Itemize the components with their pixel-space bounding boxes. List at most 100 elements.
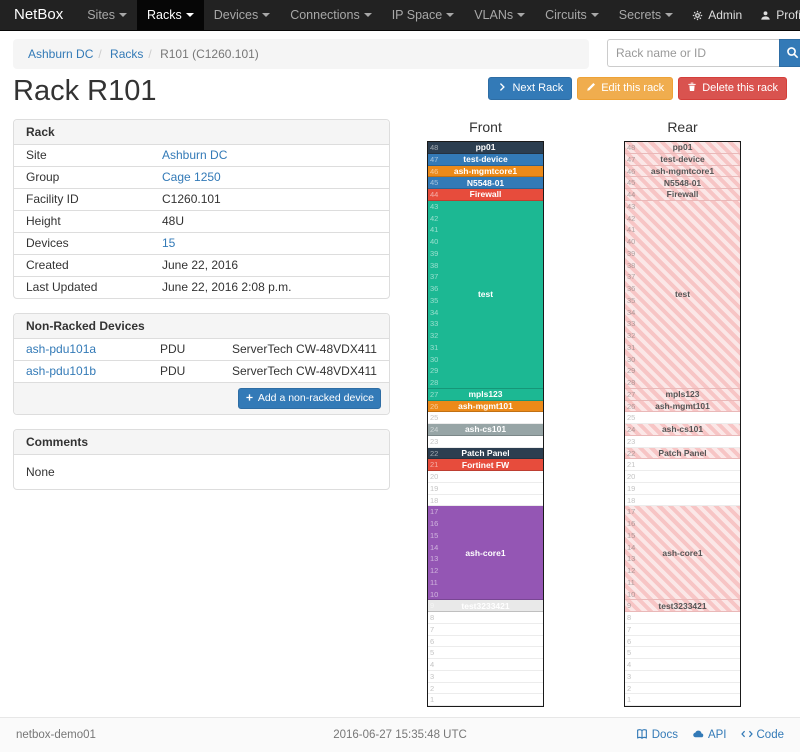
- rack-unit-row: 23: [625, 436, 740, 448]
- unit-number: 27: [627, 389, 636, 399]
- unit-number: 4: [430, 660, 435, 669]
- device-block-patch-panel[interactable]: Patch Panel: [625, 447, 740, 460]
- device-block-ash-mgmtcore1[interactable]: ash-mgmtcore1: [428, 165, 543, 178]
- device-link-ash-pdu101a[interactable]: ash-pdu101a: [26, 342, 97, 356]
- device-block-ash-cs101[interactable]: ash-cs101: [428, 424, 543, 436]
- unit-number: 38: [627, 260, 636, 270]
- device-block-patch-panel[interactable]: Patch Panel: [428, 447, 543, 460]
- rack-unit-row: 4: [428, 659, 543, 671]
- device-label: test: [477, 289, 494, 300]
- unit-number: 29: [430, 366, 439, 376]
- nav-item-label: Secrets: [618, 8, 662, 22]
- attr-link-group[interactable]: Cage 1250: [162, 170, 221, 184]
- breadcrumb-link-racks[interactable]: Racks: [110, 47, 144, 61]
- device-block-test3233421[interactable]: test3233421: [428, 600, 543, 612]
- device-block-ash-cs101[interactable]: ash-cs101: [625, 424, 740, 436]
- device-block-mpls123[interactable]: mpls123: [625, 388, 740, 401]
- device-block-test[interactable]: test: [625, 200, 740, 389]
- nav-item-secrets[interactable]: Secrets: [609, 0, 683, 30]
- nav-item-sites[interactable]: Sites: [77, 0, 137, 30]
- unit-number: 38: [430, 260, 439, 270]
- device-block-ash-core1[interactable]: ash-core1: [428, 506, 543, 601]
- attr-label: Last Updated: [14, 276, 150, 298]
- device-block-mpls123[interactable]: mpls123: [428, 388, 543, 401]
- edit-this-rack-button[interactable]: Edit this rack: [577, 77, 674, 101]
- add-non-racked-device-label: Add a non-racked device: [257, 392, 374, 404]
- unit-number: 17: [430, 507, 439, 517]
- device-label: ash-mgmtcore1: [453, 165, 518, 176]
- nav-item-devices[interactable]: Devices: [204, 0, 280, 30]
- rack-unit-row: 6: [625, 636, 740, 648]
- unit-number: 2: [430, 683, 435, 693]
- device-block-n5548-01[interactable]: N5548-01: [625, 177, 740, 189]
- breadcrumb-link-ashburn-dc[interactable]: Ashburn DC: [28, 47, 94, 61]
- device-label: N5548-01: [466, 177, 505, 188]
- nav-item-admin[interactable]: Admin: [683, 0, 751, 30]
- unit-number: 3: [430, 671, 435, 681]
- device-block-fortinet-fw[interactable]: Fortinet FW: [428, 459, 543, 471]
- device-block-ash-mgmtcore1[interactable]: ash-mgmtcore1: [625, 165, 740, 178]
- device-block-firewall[interactable]: Firewall: [428, 189, 543, 201]
- device-block-pp01[interactable]: pp01: [625, 142, 740, 154]
- device-block-pp01[interactable]: pp01: [428, 142, 543, 154]
- unit-number: 3: [627, 671, 632, 681]
- device-block-n5548-01[interactable]: N5548-01: [428, 177, 543, 189]
- footer-link-code[interactable]: Code: [740, 728, 784, 742]
- rack-elevations: Front 48 47 46 45 44 43 42 41 40 39 38 37 36 35 34 33 32…: [427, 119, 741, 707]
- gear-icon: [692, 10, 703, 21]
- breadcrumb-item: R101 (C1260.101): [143, 47, 258, 61]
- unit-number: 15: [430, 530, 439, 540]
- device-block-ash-core1[interactable]: ash-core1: [625, 506, 740, 601]
- next-rack-button[interactable]: Next Rack: [488, 77, 573, 101]
- unit-number: 7: [430, 624, 435, 634]
- attr-link-devices[interactable]: 15: [162, 236, 176, 250]
- unit-number: 33: [627, 319, 636, 329]
- delete-this-rack-button[interactable]: Delete this rack: [678, 77, 787, 101]
- unit-number: 18: [430, 495, 439, 505]
- brand-link[interactable]: NetBox: [14, 6, 64, 23]
- device-block-ash-mgmt101[interactable]: ash-mgmt101: [625, 400, 740, 413]
- non-racked-devices-panel: Non-Racked Devices ash-pdu101a PDU ServerT…: [13, 313, 390, 415]
- device-block-test-device[interactable]: test-device: [625, 153, 740, 166]
- nav-item-ip-space[interactable]: IP Space: [382, 0, 465, 30]
- unit-number: 40: [430, 237, 439, 246]
- search-button[interactable]: [779, 39, 800, 67]
- nav-item-label: Profile: [776, 8, 800, 22]
- rack-unit-row: 1: [625, 694, 740, 706]
- nav-item-profile[interactable]: Profile: [751, 0, 800, 30]
- unit-number: 11: [627, 577, 635, 587]
- nav-item-vlans[interactable]: VLANs: [464, 0, 535, 30]
- device-label: test: [674, 289, 691, 300]
- device-link-ash-pdu101b[interactable]: ash-pdu101b: [26, 364, 97, 378]
- unit-number: 20: [430, 472, 439, 481]
- unit-number: 39: [627, 248, 636, 258]
- nav-item-circuits[interactable]: Circuits: [535, 0, 609, 30]
- footer-link-api[interactable]: API: [692, 728, 727, 742]
- device-block-firewall[interactable]: Firewall: [625, 189, 740, 201]
- device-label: test-device: [660, 154, 705, 165]
- device-label: test3233421: [658, 600, 707, 611]
- device-block-test[interactable]: test: [428, 200, 543, 389]
- footer-links: Docs API Code: [564, 728, 784, 742]
- device-label: mpls123: [665, 389, 700, 400]
- unit-number: 24: [627, 425, 636, 434]
- nav-item-label: Racks: [147, 8, 182, 22]
- unit-number: 30: [627, 354, 636, 364]
- nav-item-connections[interactable]: Connections: [280, 0, 382, 30]
- device-block-ash-mgmt101[interactable]: ash-mgmt101: [428, 400, 543, 413]
- unit-number: 4: [627, 660, 632, 669]
- unit-number: 1: [627, 695, 632, 705]
- device-block-test3233421[interactable]: test3233421: [625, 600, 740, 612]
- nav-item-racks[interactable]: Racks: [137, 0, 204, 30]
- unit-number: 41: [627, 225, 636, 235]
- unit-number: 28: [627, 378, 636, 387]
- search-input[interactable]: [607, 39, 779, 67]
- button-label: Delete this rack: [702, 82, 778, 94]
- unit-number: 46: [627, 166, 636, 176]
- device-block-test-device[interactable]: test-device: [428, 153, 543, 166]
- footer-link-docs[interactable]: Docs: [636, 728, 678, 742]
- rear-elevation-title: Rear: [667, 119, 698, 135]
- code-icon: [740, 728, 753, 742]
- attr-link-site[interactable]: Ashburn DC: [162, 148, 228, 162]
- add-non-racked-device-button[interactable]: Add a non-racked device: [237, 388, 381, 409]
